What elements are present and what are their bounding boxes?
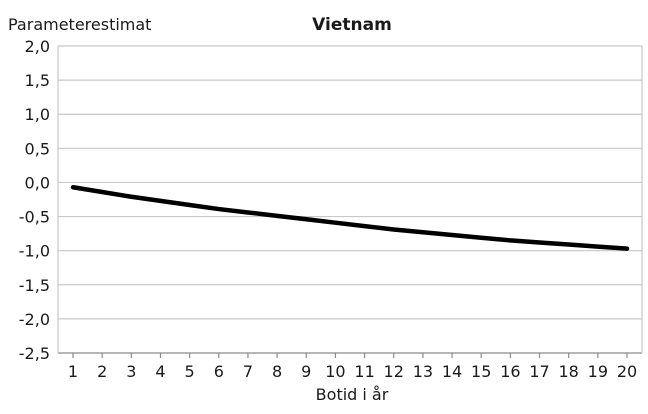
x-tick-label: 8	[272, 362, 282, 381]
series-group	[73, 187, 627, 249]
x-tick-label: 14	[442, 362, 462, 381]
y-tick-label: 1,0	[25, 105, 50, 124]
x-tick-label: 19	[588, 362, 608, 381]
y-tick-label: 0,0	[25, 173, 50, 192]
x-tick-label: 12	[384, 362, 404, 381]
x-tick-label: 18	[559, 362, 579, 381]
x-tick-label: 11	[354, 362, 374, 381]
x-axis-title: Botid i år	[316, 385, 389, 404]
y-tick-label: 0,5	[25, 139, 50, 158]
y-tick-label: -0,5	[19, 208, 50, 227]
series-line	[73, 187, 627, 248]
y-tick-label: -1,5	[19, 276, 50, 295]
x-tick-label: 5	[185, 362, 195, 381]
x-tick-label: 13	[413, 362, 433, 381]
x-tick-label: 4	[155, 362, 165, 381]
x-tick-label: 1	[68, 362, 78, 381]
x-tick-label: 10	[325, 362, 345, 381]
x-tick-label: 3	[126, 362, 136, 381]
x-tick-label: 7	[243, 362, 253, 381]
chart-title: Vietnam	[312, 15, 392, 35]
x-tick-label: 16	[500, 362, 520, 381]
x-tick-label: 15	[471, 362, 491, 381]
x-tick-label: 9	[301, 362, 311, 381]
y-tick-label: 2,0	[25, 37, 50, 56]
x-tick-label: 20	[617, 362, 637, 381]
y-tick-label: -2,5	[19, 344, 50, 363]
y-tick-label: 1,5	[25, 71, 50, 90]
x-tick-label: 2	[97, 362, 107, 381]
y-tick-label: -1,0	[19, 242, 50, 261]
y-tick-label: -2,0	[19, 310, 50, 329]
y-tick-labels: 2,0 1,5 1,0 0,5 0,0 -0,5 -1,0 -1,5 -2,0 -2,5	[19, 37, 50, 363]
x-tick-label: 6	[214, 362, 224, 381]
x-tick-label: 17	[529, 362, 549, 381]
y-axis-title: Parameterestimat	[8, 15, 151, 34]
